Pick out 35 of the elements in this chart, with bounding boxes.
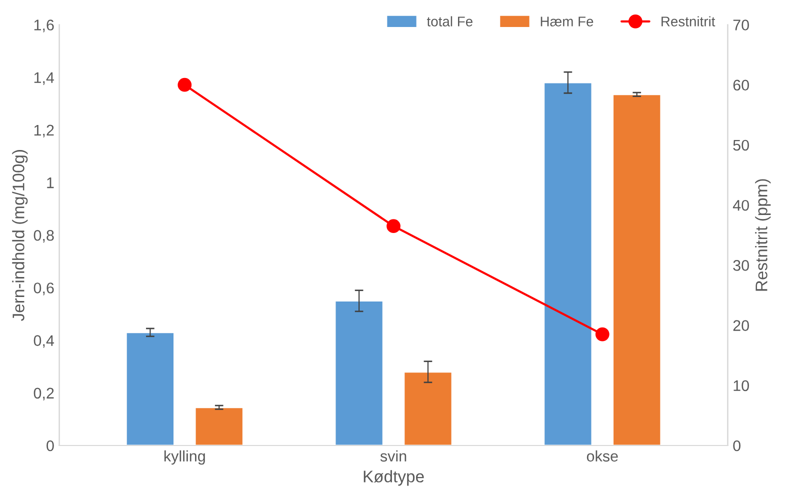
y-tick-label: 1,4: [34, 72, 54, 85]
y2-tick-label: 0: [733, 440, 740, 452]
y2-axis-title: Restnitrit (ppm): [755, 179, 771, 291]
point: [178, 78, 192, 92]
bar: [543, 82, 593, 446]
bar: [334, 300, 384, 446]
point: [595, 327, 610, 342]
y2-tick-label: 40: [732, 200, 749, 211]
y2-tick-label: 60: [733, 80, 749, 91]
y-tick-label: 0,6: [34, 282, 54, 296]
y-tick-label: 1,6: [34, 20, 54, 32]
y2-tick-label: 50: [733, 140, 749, 151]
x-axis-title: Kødtype: [364, 470, 424, 486]
legend-label: Hæm Fe: [540, 16, 594, 26]
y-tick-label: 1: [47, 178, 54, 188]
bar: [194, 406, 244, 446]
bar: [612, 94, 662, 446]
legend-label: total Fe: [426, 16, 472, 26]
y-tick-label: 0,8: [34, 230, 54, 243]
y-tick-label: 1,2: [34, 124, 54, 138]
y-tick-label: 0: [46, 440, 54, 452]
x-tick-label: svin: [380, 450, 406, 462]
y2-tick-label: 10: [734, 380, 749, 392]
y2-tick-label: 20: [733, 320, 749, 331]
point: [386, 219, 400, 234]
y-tick-label: 0,2: [34, 388, 54, 400]
y2-tick-label: 30: [733, 260, 749, 271]
bar: [125, 332, 175, 446]
legend-label: Restnitrit: [662, 16, 716, 26]
bar: [403, 371, 453, 446]
x-tick-label: kylling: [164, 450, 205, 465]
x-tick-label: okse: [586, 450, 618, 462]
y-tick-label: 0,4: [34, 335, 54, 348]
y-axis-title: Jern-indhold (mg/100g): [12, 150, 28, 322]
y2-tick-label: 70: [733, 20, 749, 30]
